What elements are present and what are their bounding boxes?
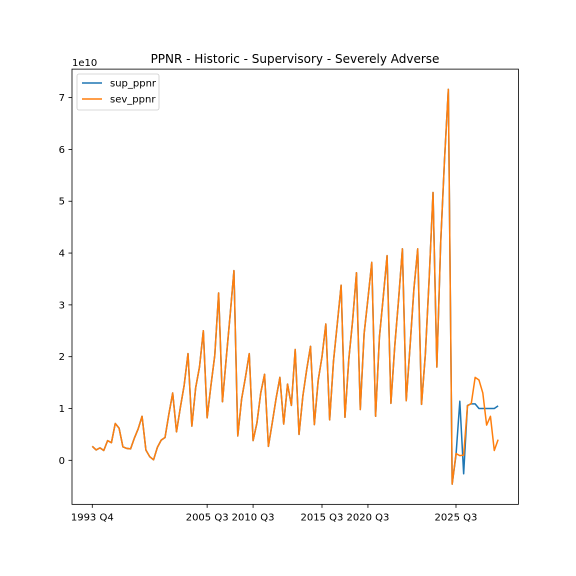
legend-label-sup-ppnr: sup_ppnr xyxy=(110,79,157,90)
y-axis-ticks: 0 1 2 3 4 5 6 7 xyxy=(59,93,72,467)
plot-frame xyxy=(71,68,519,505)
y-axis-offset-label: 1e10 xyxy=(72,58,97,69)
y-tick-label: 4 xyxy=(59,249,65,260)
x-axis-ticks: 1993 Q4 2005 Q3 2010 Q3 2015 Q3 2020 Q3 2025 … xyxy=(71,504,478,523)
series-line-sev-ppnr xyxy=(91,88,499,485)
chart-title: PPNR - Historic - Supervisory - Severely… xyxy=(151,52,440,66)
y-tick-label: 3 xyxy=(59,300,65,311)
x-tick-label: 2010 Q3 xyxy=(232,512,275,523)
y-tick-label: 1 xyxy=(59,404,65,415)
legend-label-sev-ppnr: sev_ppnr xyxy=(110,95,156,106)
x-tick-label: 2015 Q3 xyxy=(301,512,344,523)
x-tick-label: 2025 Q3 xyxy=(435,512,478,523)
series-line-sup-ppnr xyxy=(91,88,499,485)
y-tick-label: 5 xyxy=(59,197,65,208)
x-tick-label: 2005 Q3 xyxy=(186,512,229,523)
x-tick-label: 2020 Q3 xyxy=(347,512,390,523)
y-tick-label: 0 xyxy=(59,456,65,467)
y-tick-label: 7 xyxy=(59,93,65,104)
y-tick-label: 6 xyxy=(59,145,65,156)
series-lines xyxy=(91,88,499,485)
y-tick-label: 2 xyxy=(59,352,65,363)
x-tick-label: 1993 Q4 xyxy=(71,512,114,523)
legend: sup_ppnr sev_ppnr xyxy=(76,73,160,111)
